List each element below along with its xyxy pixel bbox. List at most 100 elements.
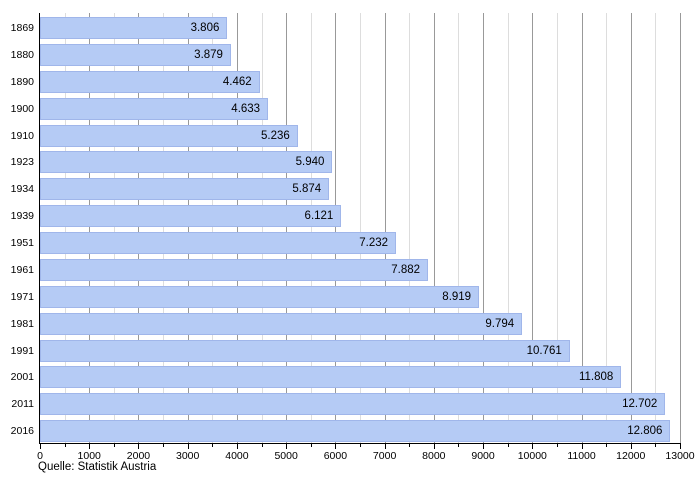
bar-row: 12.806 (40, 420, 680, 443)
bar-row: 11.808 (40, 366, 680, 389)
x-tick-minor (261, 444, 263, 447)
bar-row: 12.702 (40, 393, 680, 416)
x-tick-minor (360, 444, 361, 447)
gridline-minor (556, 13, 558, 443)
x-tick-major (40, 444, 41, 449)
bar-value-label: 10.761 (526, 344, 562, 357)
bar-1890: 4.462 (40, 70, 260, 93)
bar-1991: 10.761 (40, 339, 570, 362)
x-tick-label-4000: 4000 (225, 450, 249, 462)
x-tick-minor (64, 444, 66, 447)
x-tick-label-0: 0 (37, 450, 43, 462)
x-tick-major (680, 444, 681, 449)
y-axis-label-1951: 1951 (10, 237, 34, 249)
gridline-minor (655, 13, 657, 443)
gridline-minor (163, 13, 165, 443)
x-tick-major (630, 444, 632, 449)
y-axis-label-1890: 1890 (10, 75, 34, 88)
gridline-minor (261, 13, 263, 443)
x-tick-minor (163, 444, 165, 447)
y-axis-label-1981: 1981 (10, 317, 34, 330)
x-axis-line (40, 443, 681, 444)
gridline-major (433, 13, 435, 443)
bar-1939: 6.121 (40, 205, 342, 228)
bar-1869: 3.806 (40, 17, 228, 39)
x-tick-major (335, 444, 337, 449)
bar-row: 10.761 (40, 339, 680, 362)
gridline-minor (458, 13, 460, 443)
gridline-major (483, 13, 485, 443)
gridline-major (384, 13, 386, 443)
bar-value-label: 6.121 (304, 210, 334, 223)
bar-row: 8.919 (40, 285, 680, 308)
x-tick-major (236, 444, 238, 449)
bar-value-label: 11.808 (578, 371, 614, 384)
bar-value-label: 4.462 (222, 75, 252, 88)
gridline-major (532, 13, 534, 443)
bar-value-label: 9.794 (485, 317, 515, 330)
bar-row: 3.806 (40, 17, 680, 39)
source-caption: Quelle: Statistik Austria (38, 461, 157, 473)
gridline-major (236, 13, 238, 443)
gridline-major (138, 13, 140, 443)
x-tick-major (483, 444, 485, 449)
x-tick-minor (606, 444, 608, 447)
x-tick-major (581, 444, 583, 449)
y-axis-label-1900: 1900 (10, 102, 34, 115)
y-axis-line (39, 13, 40, 444)
x-tick-minor (310, 444, 312, 447)
bar-value-label: 7.882 (391, 263, 421, 276)
bar-row: 3.879 (40, 43, 680, 66)
gridline-major (335, 13, 337, 443)
bar-value-label: 5.874 (292, 183, 322, 196)
bar-value-label: 5.940 (295, 156, 325, 169)
bar-1961: 7.882 (40, 258, 429, 281)
x-tick-label-6000: 6000 (323, 450, 348, 462)
y-axis-label-2001: 2001 (10, 371, 34, 384)
bar-row: 7.232 (40, 232, 680, 254)
x-tick-label-11000: 11000 (567, 450, 596, 462)
x-tick-major (532, 444, 534, 449)
x-tick-label-13000: 13000 (665, 450, 695, 462)
gridline-minor (409, 13, 411, 443)
bar-value-label: 5.236 (260, 129, 290, 142)
bar-2011: 12.702 (40, 393, 666, 416)
y-axis-label-1939: 1939 (10, 210, 34, 223)
x-tick-major (384, 444, 386, 449)
x-tick-label-10000: 10000 (517, 450, 547, 462)
plot-area: 3.806 3.879 4.462 4.633 5.236 5.940 5.874 6.121… (40, 13, 681, 443)
gridline-minor (64, 13, 66, 443)
bar-row: 5.874 (40, 178, 680, 201)
x-tick-minor (458, 444, 460, 447)
x-tick-label-8000: 8000 (422, 450, 446, 462)
y-axis-label-1869: 1869 (10, 22, 34, 34)
bar-1981: 9.794 (40, 312, 523, 335)
bar-1900: 4.633 (40, 97, 269, 120)
y-axis-label-1991: 1991 (10, 344, 34, 357)
y-axis-label-2016: 2016 (10, 425, 34, 438)
bar-2001: 11.808 (40, 366, 622, 389)
x-tick-label-2000: 2000 (126, 450, 151, 462)
bar-row: 5.236 (40, 124, 680, 147)
bar-row: 6.121 (40, 205, 680, 228)
x-tick-label-7000: 7000 (372, 450, 397, 462)
bar-value-label: 7.232 (359, 237, 389, 249)
gridline-major (187, 13, 189, 443)
y-axis-label-1910: 1910 (10, 129, 34, 142)
bar-series: 3.806 3.879 4.462 4.633 5.236 5.940 5.874 6.121… (40, 13, 680, 443)
bar-row: 5.940 (40, 151, 680, 174)
x-tick-label-12000: 12000 (616, 450, 646, 462)
gridline-major (630, 13, 632, 443)
bar-1934: 5.874 (40, 178, 330, 201)
bar-row: 9.794 (40, 312, 680, 335)
x-tick-label-1000: 1000 (77, 450, 101, 462)
bar-2016: 12.806 (40, 420, 671, 443)
x-tick-minor (212, 444, 214, 447)
x-tick-major (433, 444, 435, 449)
x-tick-minor (556, 444, 558, 447)
bar-1880: 3.879 (40, 43, 231, 66)
gridline-major (680, 13, 681, 443)
bar-value-label: 12.806 (627, 425, 663, 438)
x-tick-minor (113, 444, 115, 447)
y-axis-label-2011: 2011 (11, 398, 34, 411)
